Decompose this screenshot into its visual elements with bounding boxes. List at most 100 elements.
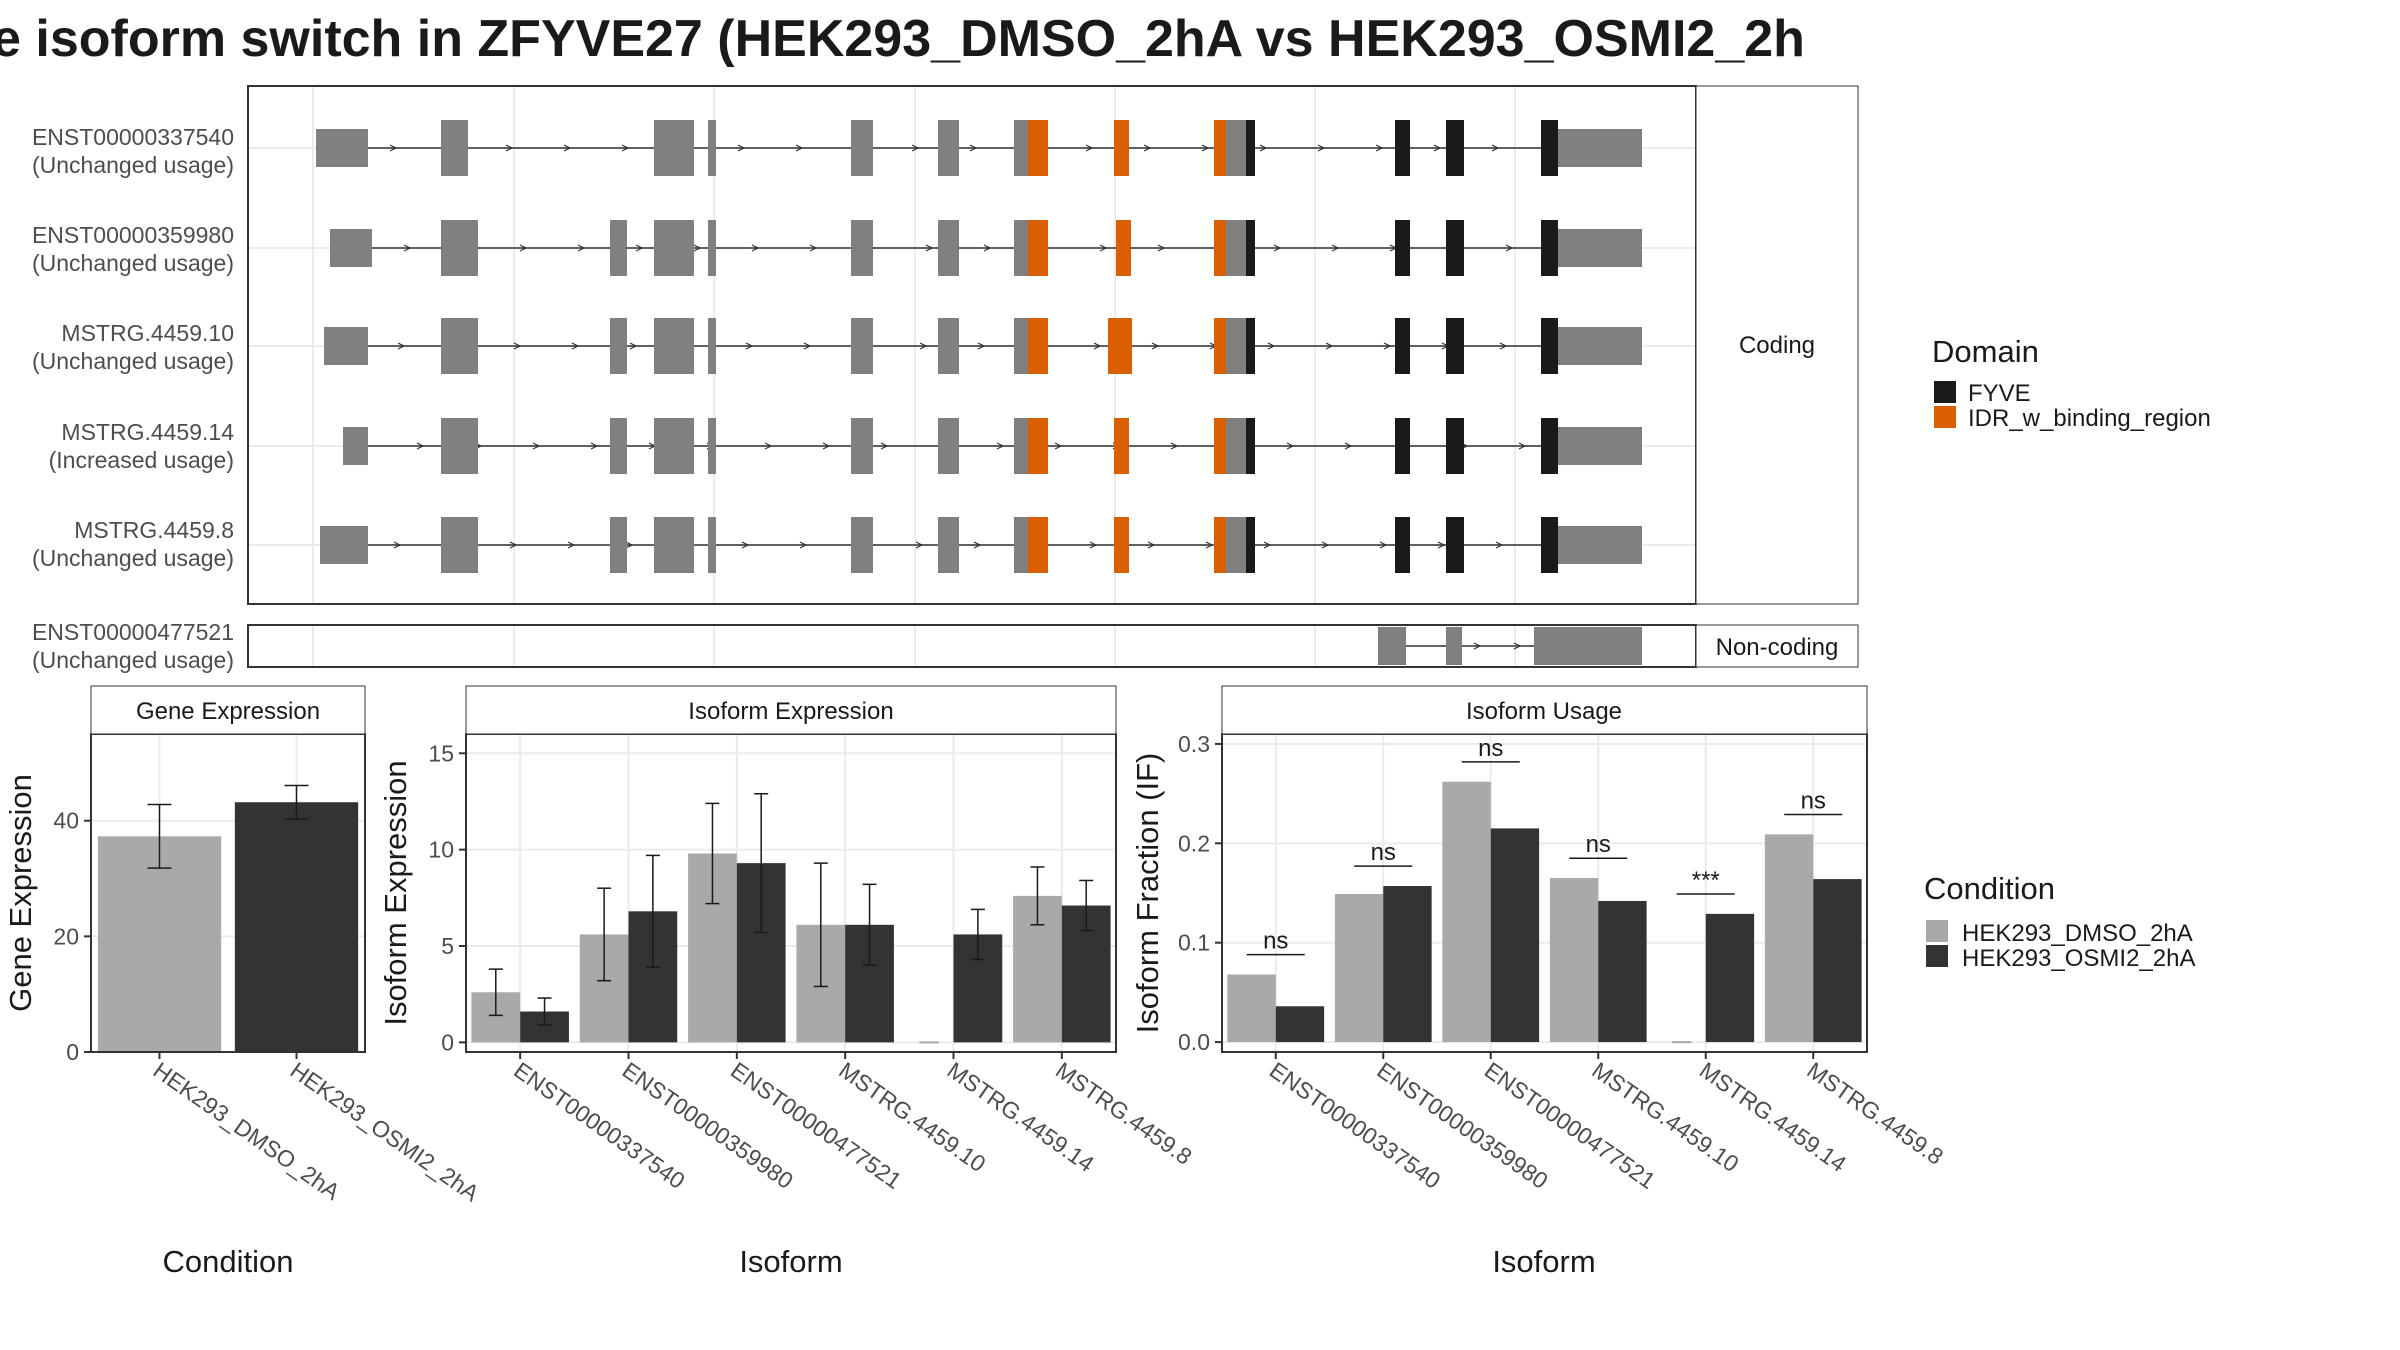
fyve-domain-block: [1446, 418, 1464, 474]
fyve-domain-block: [1541, 220, 1558, 276]
direction-arrow: [737, 144, 746, 152]
bars: [471, 792, 1111, 1044]
y-axis-label: Isoform Expression: [378, 760, 413, 1025]
bar: [97, 836, 222, 1052]
direction-arrow: [1437, 541, 1446, 549]
idr-domain-block: [1116, 220, 1131, 276]
exon-block: [851, 418, 873, 474]
direction-arrow: [1147, 541, 1156, 549]
exon-block: [1558, 427, 1642, 465]
direction-arrow: [567, 541, 576, 549]
isoform-status: (Unchanged usage): [32, 152, 234, 178]
direction-arrow: [925, 244, 934, 252]
condition-legend: Condition HEK293_DMSO_2hA HEK293_OSMI2_2…: [1924, 871, 2195, 972]
y-tick-label: 0.0: [1178, 1029, 1210, 1055]
noncoding-strip-label: Non-coding: [1716, 634, 1839, 661]
transcript-track: [330, 220, 1642, 276]
y-tick-label: 10: [428, 837, 454, 863]
direction-arrow: [1317, 144, 1326, 152]
direction-arrow: [389, 144, 398, 152]
direction-arrow: [1273, 244, 1282, 252]
y-ticks: 0.0 0.1 0.2 0.3: [1178, 731, 1222, 1055]
exon-block: [851, 318, 873, 374]
isoform-status: (Unchanged usage): [32, 545, 234, 571]
fyve-domain-block: [1395, 418, 1410, 474]
noncoding-transcripts: [1378, 627, 1642, 665]
direction-arrow: [764, 442, 773, 450]
direction-arrow: [403, 244, 412, 252]
direction-arrow: [532, 442, 541, 450]
exon-block: [1558, 526, 1642, 564]
direction-arrow: [1263, 541, 1272, 549]
exon-block: [938, 220, 959, 276]
x-ticks: ENST00000337540ENST00000359980ENST000004…: [1265, 1052, 1948, 1194]
fyve-domain-block: [1395, 517, 1410, 573]
transcript-track: [343, 418, 1642, 474]
domain-legend-title: Domain: [1932, 334, 2039, 369]
direction-arrow: [625, 541, 634, 549]
direction-arrow: [996, 442, 1005, 450]
bar: [1549, 878, 1599, 1043]
direction-arrow: [505, 144, 514, 152]
direction-arrow: [1491, 144, 1500, 152]
coding-strip-label: Coding: [1739, 332, 1815, 359]
bars: [97, 784, 359, 1052]
exon-block: [610, 220, 627, 276]
exon-block: [1378, 627, 1406, 665]
fyve-domain-block: [1541, 120, 1558, 176]
direction-arrow: [1505, 244, 1514, 252]
exon-block: [938, 418, 959, 474]
direction-arrow: [919, 342, 928, 350]
exon-block: [1226, 120, 1246, 176]
direction-arrow: [563, 144, 572, 152]
legend-label: HEK293_DMSO_2hA: [1962, 920, 2193, 947]
direction-arrow: [1325, 342, 1334, 350]
exon-block: [441, 517, 478, 573]
exon-block: [1558, 129, 1642, 167]
direction-arrow: [1143, 144, 1152, 152]
direction-arrow: [809, 244, 818, 252]
direction-arrow: [1344, 442, 1353, 450]
direction-arrow: [799, 541, 808, 549]
coding-transcripts: [316, 120, 1642, 573]
panel-strip: [90, 685, 366, 735]
direction-arrow: [1157, 244, 1166, 252]
fyve-domain-block: [1541, 418, 1558, 474]
exon-block: [1014, 120, 1028, 176]
exon-block: [441, 418, 478, 474]
idr-domain-block: [1028, 120, 1048, 176]
direction-arrow: [416, 442, 425, 450]
bar: [1490, 828, 1540, 1043]
direction-arrow: [1099, 244, 1108, 252]
bar: [1383, 886, 1432, 1043]
exon-block: [1226, 418, 1246, 474]
significance-label: ns: [1263, 928, 1288, 955]
exon-block: [1014, 517, 1028, 573]
direction-arrow: [795, 144, 804, 152]
fyve-domain-block: [1246, 220, 1255, 276]
direction-arrow: [1495, 541, 1504, 549]
direction-arrow: [1170, 442, 1179, 450]
exon-block: [654, 220, 694, 276]
fyve-domain-block: [1395, 220, 1410, 276]
idr-domain-block: [1214, 517, 1226, 573]
transcript-structure: Coding Non-coding ENST00000337540 (Uncha…: [32, 85, 1859, 673]
bar: [1764, 834, 1814, 1043]
direction-arrow: [693, 244, 702, 252]
y-tick-label: 0.1: [1178, 930, 1210, 956]
idr-domain-block: [1114, 517, 1129, 573]
y-tick-label: 20: [53, 923, 79, 949]
panel-strip: [465, 685, 1117, 735]
coding-strip: [1695, 85, 1859, 605]
bar: [1275, 1006, 1325, 1043]
fyve-domain-block: [1246, 318, 1255, 374]
direction-arrow: [1259, 144, 1268, 152]
isoform-label: ENST00000359980: [32, 222, 234, 248]
exon-block: [1534, 627, 1642, 665]
direction-arrow: [1151, 342, 1160, 350]
fyve-domain-block: [1446, 120, 1464, 176]
isoform-label: ENST00000337540: [32, 124, 234, 150]
y-axis-label: Isoform Fraction (IF): [1130, 753, 1165, 1034]
